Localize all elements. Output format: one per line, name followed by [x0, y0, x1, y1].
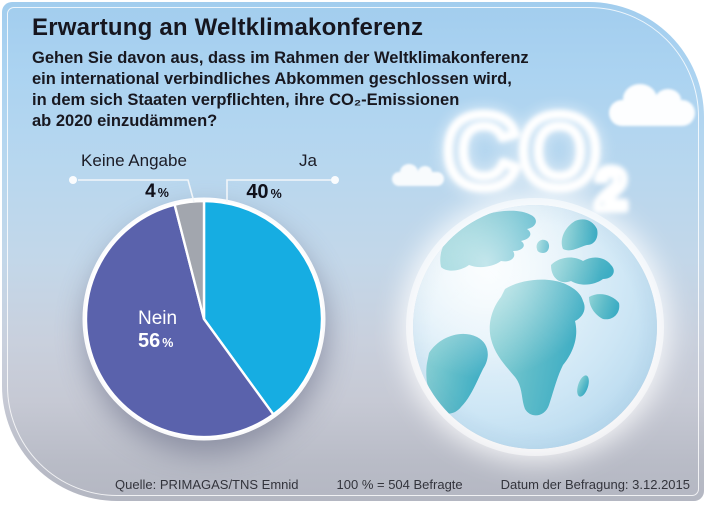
co2-main-text: CO [444, 94, 600, 210]
ja-label: Ja [299, 151, 317, 170]
keine-angabe-value: 4% [122, 181, 192, 203]
globe-illustration [413, 205, 657, 449]
cloud-icon [392, 164, 444, 186]
co2-halo-text: CO [444, 94, 600, 210]
footer: Quelle: PRIMAGAS/TNS Emnid 100 % = 504 B… [2, 477, 690, 492]
pie-chart [82, 197, 326, 441]
footer-source: Quelle: PRIMAGAS/TNS Emnid [115, 477, 299, 492]
question-text: Gehen Sie davon aus, dass im Rahmen der … [32, 48, 529, 132]
pie-slice-ja [202, 199, 324, 416]
co2-subscript-text: 2 [595, 157, 627, 222]
page-title: Erwartung an Weltklimakonferenz [32, 14, 424, 41]
nein-label: Nein [138, 308, 178, 329]
callout-dot [331, 176, 339, 184]
globe-shading [413, 205, 657, 449]
percent-sign: % [270, 187, 282, 201]
question-line-2: ein international verbindliches Abkommen… [32, 70, 512, 88]
footer-sample-size: 100 % = 504 Befragte [336, 477, 463, 492]
nein-value: 56% [138, 330, 173, 353]
ja-value: 40% [229, 181, 299, 204]
nein-number: 56 [138, 330, 161, 352]
question-line-4: ab 2020 einzudämmen? [32, 112, 218, 130]
percent-sign: % [162, 336, 174, 350]
question-line-1: Gehen Sie davon aus, dass im Rahmen der … [32, 49, 529, 67]
callout-dot [69, 176, 77, 184]
pie-slice-nein [84, 203, 275, 439]
co2-cloud-text: CO CO 2 [436, 86, 632, 226]
footer-survey-date: Datum der Befragung: 3.12.2015 [500, 477, 690, 492]
percent-sign: % [157, 186, 169, 200]
ja-number: 40 [246, 181, 269, 203]
card-background: Erwartung an Weltklimakonferenz Gehen Si… [2, 2, 704, 501]
cloud-icon [609, 84, 695, 126]
keine-angabe-label: Keine Angabe [81, 151, 187, 170]
question-line-3: in dem sich Staaten verpflichten, ihre C… [32, 91, 460, 109]
keine-angabe-number: 4 [145, 181, 156, 202]
